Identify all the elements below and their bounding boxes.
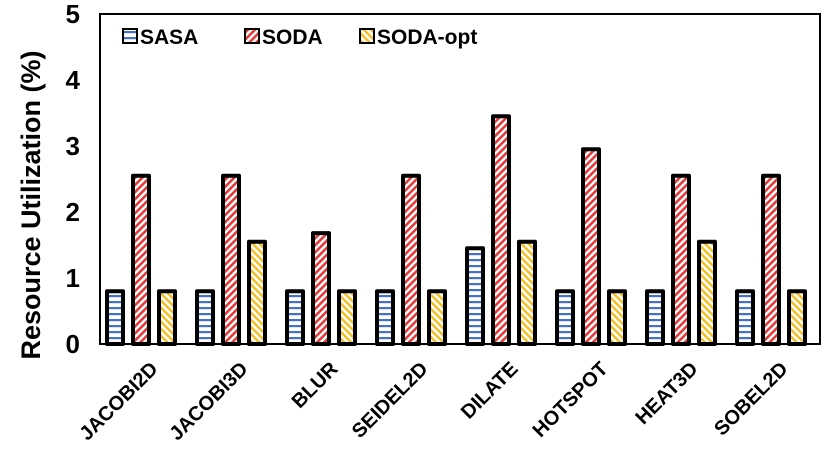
y-tick-label: 4 — [66, 65, 81, 95]
y-tick-label: 2 — [66, 197, 80, 227]
legend-label-soda-opt: SODA-opt — [377, 26, 477, 49]
bar-sasa-hotspot — [555, 289, 575, 347]
legend-swatch-soda — [244, 28, 260, 44]
legend: SASA SODA SODA-opt — [122, 26, 477, 49]
bar-soda-opt-jacobi3d — [247, 239, 267, 346]
bar-soda-hotspot — [581, 147, 601, 346]
plot-area-border — [99, 13, 821, 345]
y-tick-label: 5 — [66, 0, 80, 29]
bar-soda-dilate — [491, 114, 511, 346]
bar-soda-opt-heat3d — [697, 239, 717, 346]
legend-label-soda: SODA — [262, 26, 323, 49]
bar-soda-opt-hotspot — [607, 289, 627, 347]
legend-label-sasa: SASA — [140, 26, 198, 49]
legend-swatch-soda-opt — [359, 28, 375, 44]
bar-soda-opt-blur — [337, 289, 357, 347]
bar-sasa-jacobi2d — [105, 289, 125, 347]
bar-sasa-blur — [285, 289, 305, 347]
x-tick-label: HEAT3D — [631, 358, 702, 429]
bar-soda-opt-seidel2d — [427, 289, 447, 347]
x-tick-label: SEIDEL2D — [348, 358, 433, 443]
legend-swatch-sasa — [122, 28, 138, 44]
bar-soda-opt-dilate — [517, 239, 537, 346]
bar-soda-jacobi2d — [131, 173, 151, 346]
bar-soda-heat3d — [671, 173, 691, 346]
x-tick-label: HOTSPOT — [529, 358, 613, 442]
bars — [105, 114, 807, 347]
y-tick-label: 1 — [66, 263, 80, 293]
x-tick-label: JACOBI2D — [75, 358, 162, 445]
x-axis-labels: JACOBI2D JACOBI3D BLUR SEIDEL2D DILATE HOTSPO… — [75, 358, 792, 445]
bar-soda-opt-sobel2d — [787, 289, 807, 347]
bar-soda-jacobi3d — [221, 173, 241, 346]
bar-sasa-heat3d — [645, 289, 665, 347]
x-tick-label: JACOBI3D — [165, 358, 252, 445]
bar-soda-blur — [311, 231, 331, 346]
x-tick-label: SOBEL2D — [710, 358, 792, 440]
x-tick-label: DILATE — [457, 358, 523, 424]
bar-soda-seidel2d — [401, 173, 421, 346]
y-axis-ticks: 0 1 2 3 4 5 — [66, 0, 81, 359]
y-tick-label: 3 — [66, 131, 80, 161]
bar-sasa-sobel2d — [735, 289, 755, 347]
bar-sasa-seidel2d — [375, 289, 395, 347]
bar-sasa-jacobi3d — [195, 289, 215, 347]
y-tick-label: 0 — [66, 329, 80, 359]
x-tick-label: BLUR — [288, 358, 343, 413]
bar-soda-opt-jacobi2d — [157, 289, 177, 347]
bar-soda-sobel2d — [761, 173, 781, 346]
bar-sasa-dilate — [465, 246, 485, 346]
y-axis-title: Resource Utilization (%) — [16, 50, 46, 359]
